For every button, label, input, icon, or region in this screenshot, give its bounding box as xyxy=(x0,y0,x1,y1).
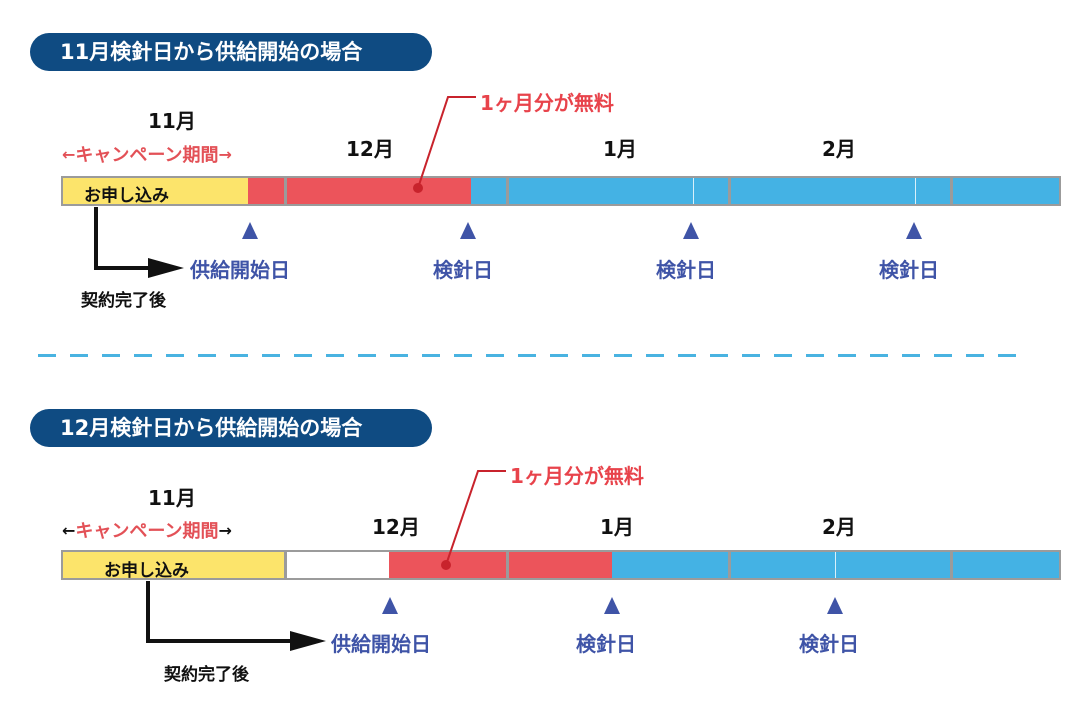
meter-reading-label: 検針日 xyxy=(879,258,939,282)
month-divider xyxy=(506,178,509,204)
application-label: お申し込み xyxy=(84,186,169,206)
scenario-1-title: 11月検針日から供給開始の場合 xyxy=(30,33,432,71)
paid-period-bar xyxy=(471,178,1059,204)
month-label-feb: 2月 xyxy=(822,515,856,539)
month-divider xyxy=(950,552,953,578)
supply-start-label: 供給開始日 xyxy=(331,632,431,656)
triangle-up-marker-icon xyxy=(382,597,398,614)
meter-reading-label: 検針日 xyxy=(576,632,636,656)
meter-tick xyxy=(835,552,836,578)
campaign-period-label: キャンペーン期間 xyxy=(75,145,219,166)
triangle-up-marker-icon xyxy=(242,222,258,239)
meter-reading-label: 検針日 xyxy=(656,258,716,282)
month-label-dec: 12月 xyxy=(346,137,394,161)
timeline-track xyxy=(61,176,1061,206)
meter-tick xyxy=(693,178,694,204)
month-divider xyxy=(284,552,287,578)
triangle-up-marker-icon xyxy=(604,597,620,614)
month-label-dec: 12月 xyxy=(372,515,420,539)
month-divider xyxy=(728,178,731,204)
contract-elbow-arrow-icon xyxy=(146,581,326,651)
meter-reading-label: 検針日 xyxy=(799,632,859,656)
application-period-bar xyxy=(63,178,248,204)
month-label-jan: 1月 xyxy=(600,515,634,539)
campaign-period: ← キャンペーン期間 → xyxy=(62,141,232,167)
free-callout-leader xyxy=(413,96,476,193)
supply-start-label: 供給開始日 xyxy=(190,258,290,282)
campaign-period-label: キャンペーン期間 xyxy=(75,521,219,542)
free-month-label: 1ヶ月分が無料 xyxy=(480,91,614,115)
month-label-feb: 2月 xyxy=(822,137,856,161)
campaign-month-label: 11月 xyxy=(148,486,196,510)
contract-complete-label: 契約完了後 xyxy=(164,665,249,685)
scenario-2-title: 12月検針日から供給開始の場合 xyxy=(30,409,432,447)
right-arrow-icon: → xyxy=(218,520,232,540)
triangle-up-marker-icon xyxy=(683,222,699,239)
left-arrow-icon: ← xyxy=(62,520,76,540)
free-month-label: 1ヶ月分が無料 xyxy=(510,464,644,488)
application-label: お申し込み xyxy=(104,561,189,581)
triangle-up-marker-icon xyxy=(906,222,922,239)
month-divider xyxy=(284,178,287,204)
timeline-track xyxy=(61,550,1061,580)
month-divider xyxy=(506,552,509,578)
campaign-month-label: 11月 xyxy=(148,109,196,133)
free-period-bar xyxy=(389,552,612,578)
triangle-up-marker-icon xyxy=(827,597,843,614)
contract-complete-label: 契約完了後 xyxy=(81,291,166,311)
meter-tick xyxy=(915,178,916,204)
left-arrow-icon: ← xyxy=(62,144,76,164)
month-label-jan: 1月 xyxy=(603,137,637,161)
meter-reading-label: 検針日 xyxy=(433,258,493,282)
triangle-up-marker-icon xyxy=(460,222,476,239)
campaign-period: ← キャンペーン期間 → xyxy=(62,517,232,543)
application-period-bar xyxy=(63,552,284,578)
right-arrow-icon: → xyxy=(218,144,232,164)
month-divider xyxy=(728,552,731,578)
free-callout-leader xyxy=(441,470,506,570)
month-divider xyxy=(950,178,953,204)
contract-elbow-arrow-icon xyxy=(94,207,184,278)
section-separator xyxy=(38,354,1030,357)
